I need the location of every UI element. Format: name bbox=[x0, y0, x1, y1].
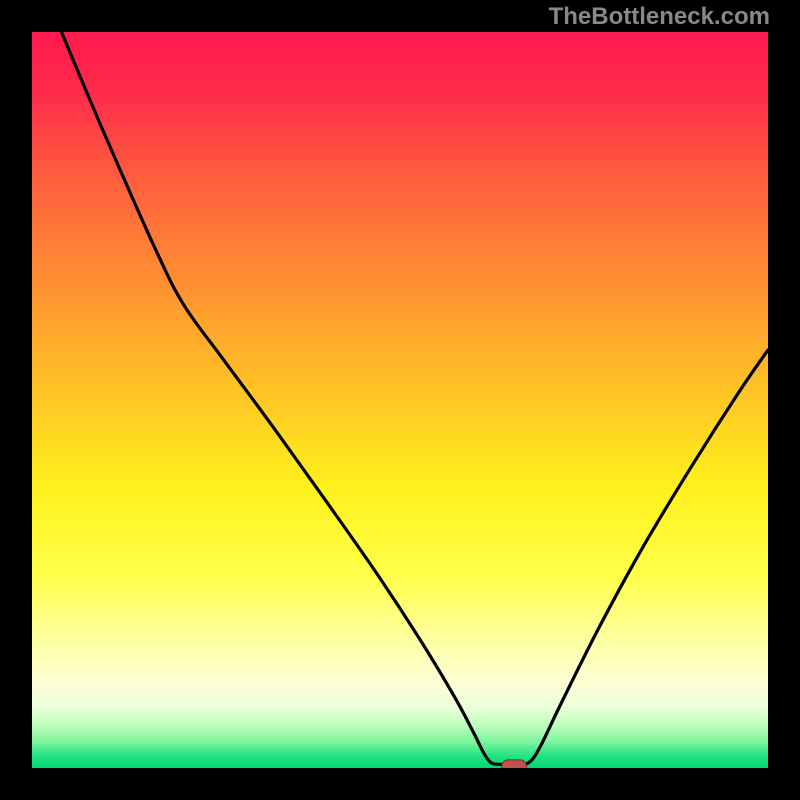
chart-frame: TheBottleneck.com bbox=[0, 0, 800, 800]
optimal-point-marker bbox=[502, 760, 527, 768]
watermark-text: TheBottleneck.com bbox=[549, 3, 770, 31]
bottleneck-chart bbox=[32, 32, 768, 768]
gradient-background bbox=[32, 32, 768, 768]
